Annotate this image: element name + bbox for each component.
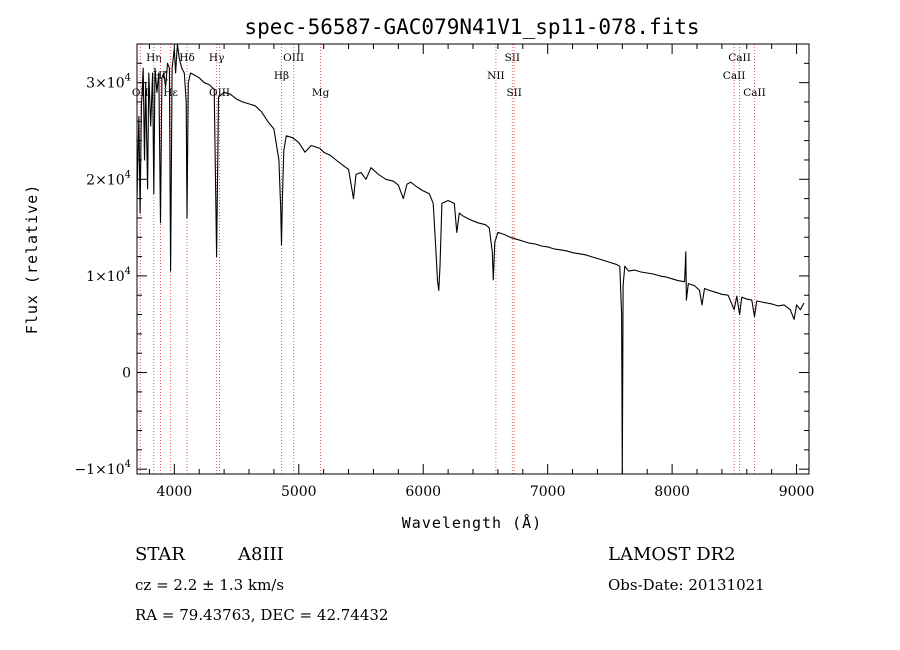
- y-tick-label: 3×104: [86, 73, 131, 92]
- line-marker-label: CaII: [728, 52, 751, 64]
- subclass: A8III: [237, 544, 284, 565]
- y-tick-label: 2×104: [86, 169, 131, 188]
- line-marker-label: Hε: [163, 87, 178, 99]
- line-marker-label: Hη: [146, 52, 161, 64]
- redshift-velocity: cz = 2.2 ± 1.3 km/s: [135, 576, 284, 594]
- y-tick-label: 1×104: [86, 266, 131, 285]
- y-tick-label: −1×104: [74, 459, 131, 478]
- x-tick-label: 7000: [530, 484, 566, 500]
- line-marker-label: SII: [506, 87, 522, 99]
- x-axis: 4000 5000 6000 7000 8000 9000: [148, 44, 815, 500]
- line-marker-label: Hδ: [179, 52, 194, 64]
- line-marker-label: CaII: [723, 70, 746, 82]
- x-tick-label: 8000: [654, 484, 690, 500]
- y-axis: −1×104 0 1×104 2×104 3×104: [74, 43, 809, 478]
- line-marker-label: OII: [132, 87, 149, 99]
- plot-frame: [136, 43, 810, 475]
- observation-date: Obs-Date: 20131021: [608, 576, 765, 594]
- x-tick-label: 6000: [405, 484, 441, 500]
- x-tick-label: 4000: [157, 484, 193, 500]
- line-marker-label: NII: [487, 70, 504, 82]
- chart-title: spec-56587-GAC079N41V1_sp11-078.fits: [244, 15, 699, 39]
- coordinates: RA = 79.43763, DEC = 42.74432: [135, 606, 388, 624]
- y-axis-label: Flux (relative): [23, 184, 41, 334]
- line-marker-label: Mg: [312, 87, 330, 99]
- x-tick-label: 5000: [281, 484, 317, 500]
- object-class: STAR: [135, 544, 185, 565]
- x-axis-label: Wavelength (Å): [402, 513, 542, 532]
- line-marker-label: SII: [505, 52, 521, 64]
- y-tick-label: 0: [122, 366, 131, 382]
- line-marker-label: CaII: [743, 87, 766, 99]
- line-marker-label: OIII: [283, 52, 304, 64]
- x-tick-label: 9000: [779, 484, 815, 500]
- line-marker-label: Hβ: [274, 70, 289, 82]
- info-block: STAR A8III LAMOST DR2 cz = 2.2 ± 1.3 km/…: [135, 544, 765, 624]
- line-marker-label: Hγ: [209, 52, 224, 64]
- spectrum-line: [137, 44, 805, 474]
- survey-name: LAMOST DR2: [608, 544, 736, 565]
- spectrum-series: [137, 44, 805, 474]
